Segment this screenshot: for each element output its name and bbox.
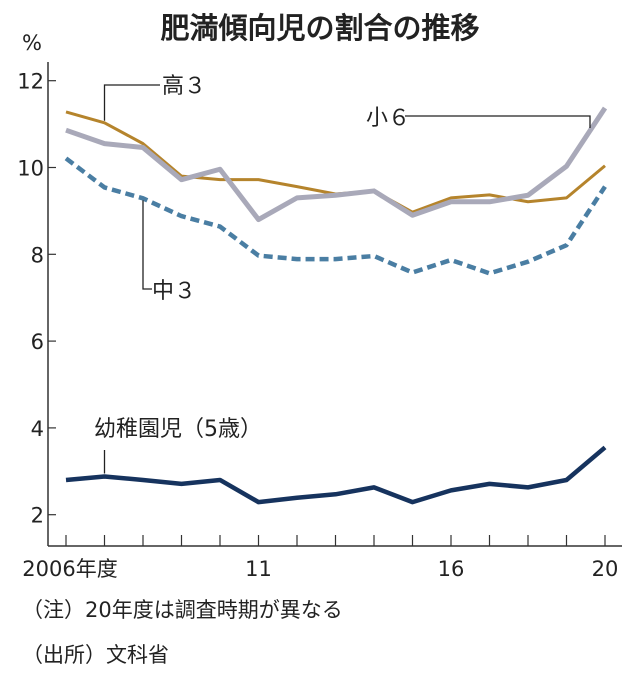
x-tick-label: 11 — [245, 557, 272, 581]
series-line-3 — [65, 445, 607, 505]
source-text: （出所）文科省 — [22, 643, 169, 667]
series-line-1 — [65, 106, 608, 223]
y-tick-label: 10 — [17, 157, 44, 181]
y-tick-label: 12 — [17, 70, 44, 94]
note-text: （注）20年度は調査時期が異なる — [22, 598, 343, 622]
y-axis-unit: % — [22, 31, 42, 55]
series-label-shou6: 小６ — [366, 106, 410, 131]
leader-line-shou6 — [405, 115, 591, 128]
x-tick-label: 2006年度 — [22, 557, 117, 581]
y-tick-label: 8 — [31, 243, 44, 267]
chart-title: 肥満傾向児の割合の推移 — [160, 11, 479, 45]
y-tick-label: 6 — [31, 330, 44, 354]
y-tick-label: 4 — [31, 417, 44, 441]
leader-line-chuu3 — [142, 200, 152, 290]
leader-line-koukou — [103, 84, 160, 121]
series-label-youchien: 幼稚園児（5歳） — [94, 417, 262, 442]
y-tick-label: 2 — [31, 504, 44, 528]
x-tick-label: 16 — [438, 557, 465, 581]
series-label-koukou3: 高３ — [162, 74, 206, 99]
series-label-chuu3: 中３ — [152, 279, 196, 304]
series-line-2 — [64, 156, 607, 276]
x-tick-label: 20 — [592, 557, 619, 581]
